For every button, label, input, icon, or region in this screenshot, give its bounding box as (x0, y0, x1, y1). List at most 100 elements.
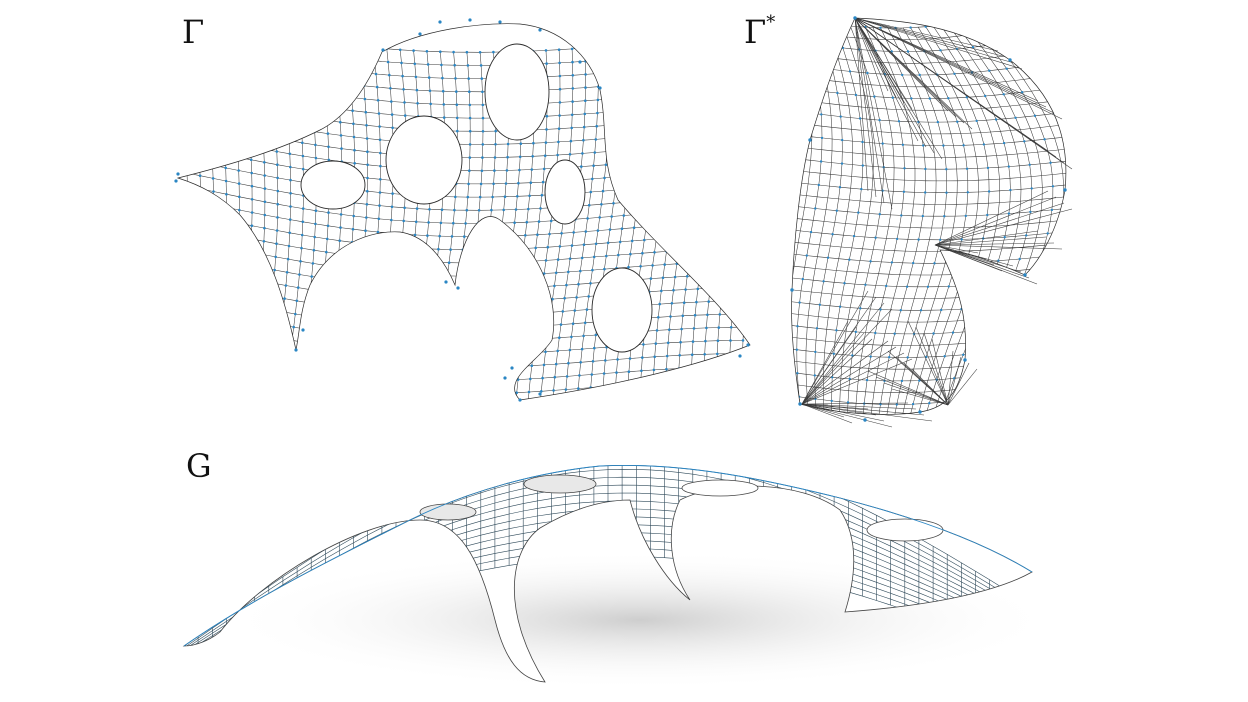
form-node (651, 172, 655, 176)
form-node (325, 250, 328, 254)
force-node (784, 252, 786, 254)
form-node (304, 327, 308, 331)
form-node (525, 312, 528, 316)
form-node (235, 274, 238, 278)
form-node (349, 83, 352, 86)
form-node (477, 314, 480, 317)
force-node (943, 215, 946, 218)
form-node (268, 416, 271, 419)
force-node (1073, 183, 1075, 185)
form-node (371, 376, 375, 380)
form-node (377, 112, 381, 115)
form-node (442, 300, 446, 304)
force-node (939, 238, 942, 241)
form-node (518, 273, 522, 277)
form-node (197, 266, 201, 270)
form-node (539, 298, 542, 302)
force-fan-edge (854, 17, 913, 110)
form-node (255, 319, 259, 322)
force-fan-edge (891, 388, 949, 406)
form-node (242, 329, 245, 333)
form-node (630, 148, 633, 151)
form-node (331, 41, 335, 45)
form-node (588, 413, 591, 416)
form-node (358, 45, 362, 48)
form-node (263, 226, 266, 230)
form-node (635, 43, 639, 46)
force-fan-edge (801, 352, 905, 405)
form-node (339, 134, 343, 137)
form-node (439, 50, 442, 53)
form-node (409, 273, 413, 276)
form-node (345, 43, 348, 47)
form-node (319, 53, 323, 56)
force-node (839, 115, 842, 118)
force-node (860, 187, 863, 191)
form-node (458, 274, 462, 278)
form-node (358, 295, 361, 298)
form-node (199, 187, 202, 191)
form-node (257, 305, 261, 309)
force-fan-edge (854, 17, 905, 104)
form-node (646, 212, 650, 215)
form-node (491, 300, 494, 304)
force-node (869, 260, 872, 263)
force-node (803, 19, 807, 22)
form-node (744, 299, 747, 303)
form-node (725, 247, 729, 250)
form-node (712, 38, 715, 41)
form-node (259, 108, 263, 111)
form-node (728, 142, 731, 145)
form-node (348, 69, 351, 73)
force-fan-edge (934, 244, 995, 266)
form-node (485, 248, 489, 251)
form-node (465, 314, 468, 317)
force-node (1063, 135, 1066, 139)
form-node (600, 412, 603, 415)
force-node (1014, 116, 1017, 120)
form-node (339, 120, 342, 124)
form-node (259, 387, 262, 390)
form-node (276, 163, 279, 166)
form-node (179, 329, 183, 333)
form-node (700, 169, 703, 173)
form-node (354, 321, 358, 325)
force-node (963, 358, 967, 362)
form-node (294, 312, 297, 316)
form-node (488, 419, 491, 422)
form-node (330, 318, 334, 322)
form-node (379, 151, 382, 155)
form-node (360, 268, 364, 272)
form-node (206, 98, 209, 101)
form-node (449, 340, 452, 344)
form-node (364, 229, 367, 232)
form-node (655, 237, 658, 241)
form-node (226, 50, 230, 54)
form-node (715, 234, 718, 238)
form-node (689, 157, 693, 160)
form-node (503, 300, 506, 304)
form-node (718, 208, 722, 211)
form-node (169, 409, 172, 412)
form-node (536, 443, 539, 446)
form-node (400, 61, 403, 65)
force-edge (791, 288, 1048, 299)
form-node (352, 122, 355, 126)
form-node (272, 110, 276, 114)
form-edge (185, 146, 750, 185)
form-node (474, 446, 477, 449)
form-node (635, 56, 639, 59)
form-node (263, 360, 266, 364)
form-node (753, 221, 756, 224)
force-node (1022, 65, 1026, 68)
form-node (608, 110, 612, 114)
form-node (211, 177, 215, 180)
form-node (658, 211, 662, 215)
form-node (724, 260, 727, 264)
force-fan-edge (854, 17, 1063, 120)
form-node (494, 143, 497, 146)
form-node (272, 281, 275, 285)
force-node (1028, 163, 1031, 166)
form-node (641, 251, 644, 255)
shell-symbol: G (186, 447, 212, 485)
